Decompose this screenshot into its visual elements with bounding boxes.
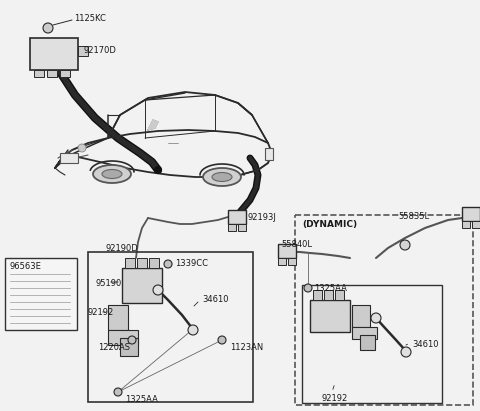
Bar [30,38,78,70]
Text: 1325AA: 1325AA [314,284,347,293]
Bar [352,327,377,339]
Circle shape [401,347,411,357]
Text: 1339CC: 1339CC [175,259,208,268]
Bar [462,221,470,228]
Bar [360,335,375,350]
Bar [125,258,135,268]
Circle shape [218,336,226,344]
Ellipse shape [102,169,122,178]
Ellipse shape [212,173,232,182]
Bar [88,252,253,402]
Bar [5,258,77,330]
Circle shape [164,260,172,268]
Bar [265,148,273,160]
Ellipse shape [203,168,241,186]
Bar [47,70,57,77]
Text: 1123AN: 1123AN [230,343,263,352]
Circle shape [128,336,136,344]
Bar [302,285,442,403]
Bar [278,258,286,265]
Text: 34610: 34610 [202,295,228,304]
Text: 55840L: 55840L [281,240,312,249]
Bar [228,210,246,224]
Text: 55835L: 55835L [398,212,429,221]
Bar [472,221,480,228]
Circle shape [304,284,312,292]
Bar [238,224,246,231]
Bar [295,215,473,405]
Bar [60,70,70,77]
Bar [108,305,128,330]
Polygon shape [148,120,158,130]
Circle shape [114,388,122,396]
Circle shape [78,144,86,152]
Bar [310,300,350,332]
Bar [313,290,322,300]
Bar [34,70,44,77]
Text: 1220AS: 1220AS [98,343,130,352]
Bar [335,290,344,300]
Bar [352,305,370,327]
Text: 92190D: 92190D [105,244,138,253]
Bar [122,268,162,303]
Bar [78,46,88,56]
Ellipse shape [93,165,131,183]
Bar [60,153,78,163]
Text: 34610: 34610 [412,340,439,349]
Text: 92193J: 92193J [248,213,277,222]
Bar [120,338,138,356]
Text: 1125KC: 1125KC [74,14,106,23]
Bar [324,290,333,300]
Text: 92170D: 92170D [84,46,117,55]
Bar [228,224,236,231]
Bar [278,244,296,258]
Bar [108,330,138,345]
Circle shape [188,325,198,335]
Bar [137,258,147,268]
Text: (DYNAMIC): (DYNAMIC) [302,220,357,229]
Circle shape [400,240,410,250]
Text: 92192: 92192 [322,394,348,403]
Circle shape [43,23,53,33]
Text: 92192: 92192 [88,308,114,317]
Circle shape [153,285,163,295]
Text: 95190: 95190 [96,279,122,288]
Circle shape [154,166,162,174]
Bar [288,258,296,265]
Circle shape [371,313,381,323]
Bar [462,207,480,221]
Text: 1325AA: 1325AA [125,395,158,404]
Text: 96563E: 96563E [10,262,42,271]
Bar [149,258,159,268]
